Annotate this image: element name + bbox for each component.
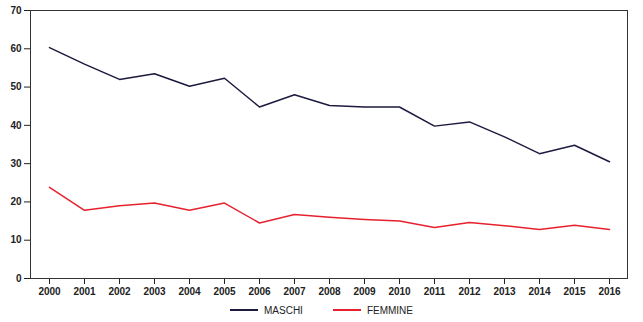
svg-text:60: 60	[10, 43, 22, 54]
html-text:MASCHI: MASCHI	[264, 304, 303, 316]
svg-text:2002: 2002	[108, 286, 131, 297]
svg-text:2000: 2000	[38, 286, 61, 297]
svg-text:2008: 2008	[318, 286, 341, 297]
svg-text:20: 20	[10, 196, 22, 207]
svg-text:70: 70	[10, 5, 22, 16]
svg-text:2006: 2006	[248, 286, 271, 297]
svg-text:10: 10	[10, 234, 22, 245]
svg-text:30: 30	[10, 158, 22, 169]
svg-text:2010: 2010	[388, 286, 411, 297]
svg-text:2003: 2003	[143, 286, 166, 297]
html-text:FEMMINE: FEMMINE	[366, 304, 413, 316]
svg-text:2009: 2009	[353, 286, 376, 297]
svg-text:2005: 2005	[213, 286, 236, 297]
svg-text:2015: 2015	[563, 286, 586, 297]
svg-text:2016: 2016	[598, 286, 621, 297]
svg-text:2014: 2014	[528, 286, 551, 297]
svg-text:2007: 2007	[283, 286, 306, 297]
svg-text:40: 40	[10, 120, 22, 131]
svg-text:2013: 2013	[493, 286, 516, 297]
svg-text:2012: 2012	[458, 286, 481, 297]
svg-text:2011: 2011	[424, 286, 446, 297]
svg-text:50: 50	[10, 81, 22, 92]
svg-text:2004: 2004	[178, 286, 201, 297]
svg-text:2001: 2001	[73, 286, 96, 297]
svg-text:0: 0	[16, 273, 22, 284]
